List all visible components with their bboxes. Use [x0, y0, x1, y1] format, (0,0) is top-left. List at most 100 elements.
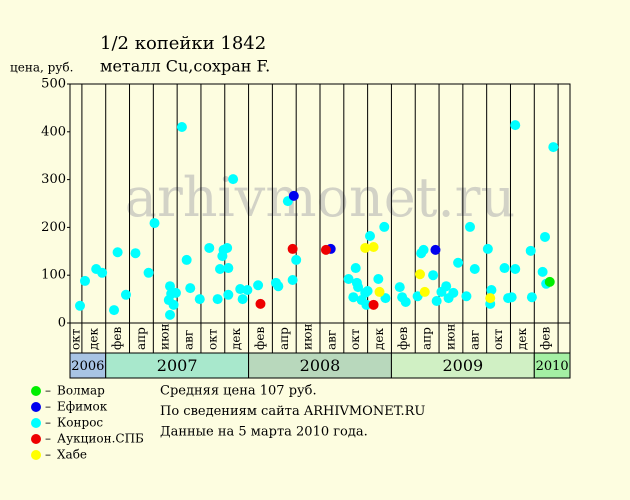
point	[537, 266, 548, 277]
x-tick-label: окт	[491, 328, 505, 350]
y-tick-label: 200	[41, 220, 66, 235]
point	[400, 296, 411, 307]
point	[360, 242, 371, 253]
point	[185, 283, 196, 294]
point	[361, 299, 372, 310]
x-tick-label: фев	[396, 327, 410, 350]
point	[510, 120, 521, 131]
y-tick-label: 100	[41, 268, 66, 283]
point	[149, 218, 160, 229]
point	[525, 245, 536, 256]
year-band	[533, 352, 571, 379]
legend-marker	[31, 418, 41, 428]
note: По сведениям сайта ARHIVMONET.RU	[160, 404, 425, 419]
point	[223, 289, 234, 300]
point	[343, 274, 354, 285]
point	[353, 282, 364, 293]
point	[287, 274, 298, 285]
point	[510, 263, 521, 274]
legend-dash: –	[45, 384, 51, 398]
y-tick-label: 0	[58, 316, 66, 331]
year-label: 2007	[157, 356, 198, 375]
legend-dash: –	[45, 448, 51, 462]
point	[109, 305, 120, 316]
point	[419, 286, 430, 297]
y-tick-label: 500	[41, 77, 66, 92]
point	[465, 221, 475, 232]
point	[441, 281, 452, 292]
point	[350, 263, 361, 274]
chart-title: 1/2 копейки 1842	[100, 33, 266, 54]
point	[320, 244, 331, 255]
point	[130, 248, 141, 259]
point	[194, 294, 205, 305]
x-tick-label: июн	[301, 324, 315, 350]
point	[368, 241, 379, 252]
note: Данные на 5 марта 2010 года.	[160, 425, 368, 440]
year-label: 2010	[536, 359, 569, 374]
point	[485, 293, 496, 304]
x-tick-label: фев	[539, 327, 553, 350]
point	[548, 142, 559, 153]
point	[176, 122, 187, 133]
point	[415, 269, 425, 280]
legend-dash: –	[45, 400, 51, 414]
x-tick-label: окт	[348, 328, 362, 350]
x-tick-label: фев	[253, 327, 267, 350]
point	[222, 242, 233, 253]
point	[368, 299, 379, 310]
point	[348, 292, 359, 303]
x-tick-label: дек	[515, 328, 529, 350]
y-tick-label: 400	[41, 124, 66, 139]
x-tick-label: дек	[229, 328, 243, 350]
legend-label: Хабе	[57, 448, 87, 462]
point	[526, 292, 537, 303]
legend-label: Конрос	[57, 416, 103, 430]
x-tick-label: окт	[205, 328, 219, 350]
legend-marker	[31, 434, 41, 444]
point	[380, 293, 391, 304]
x-tick-label: авг	[324, 330, 338, 350]
point	[544, 276, 555, 287]
point	[287, 243, 298, 254]
year-label: 2006	[71, 359, 104, 374]
point	[482, 243, 493, 254]
point	[431, 296, 442, 307]
point	[430, 244, 441, 255]
point	[461, 291, 472, 302]
legend-dash: –	[45, 416, 51, 430]
point	[373, 274, 384, 285]
legend-label: Волмар	[57, 384, 105, 398]
point	[237, 294, 248, 305]
point	[255, 298, 266, 309]
point	[365, 231, 375, 242]
x-tick-label: окт	[68, 328, 82, 350]
point	[291, 254, 302, 265]
x-tick-label: апр	[277, 327, 291, 350]
x-tick-label: июн	[443, 324, 457, 350]
point	[75, 300, 85, 311]
year-label: 2009	[442, 356, 483, 375]
legend-label: Аукцион.СПБ	[57, 432, 144, 446]
point	[97, 267, 108, 278]
x-tick-label: авг	[182, 330, 196, 350]
point	[448, 287, 459, 298]
x-tick-label: фев	[110, 327, 124, 350]
point	[112, 247, 123, 258]
plot-frame	[69, 83, 571, 324]
point	[242, 285, 253, 296]
point	[165, 281, 175, 292]
point	[181, 254, 192, 265]
legend-dash: –	[45, 432, 51, 446]
point	[499, 263, 510, 274]
point	[540, 231, 550, 242]
x-tick-label: июн	[158, 324, 172, 350]
x-tick-label: авг	[467, 330, 481, 350]
point	[418, 244, 429, 255]
note: Средняя цена 107 руб.	[160, 384, 317, 399]
point	[212, 294, 223, 305]
legend-marker	[31, 402, 41, 412]
point	[288, 190, 299, 201]
